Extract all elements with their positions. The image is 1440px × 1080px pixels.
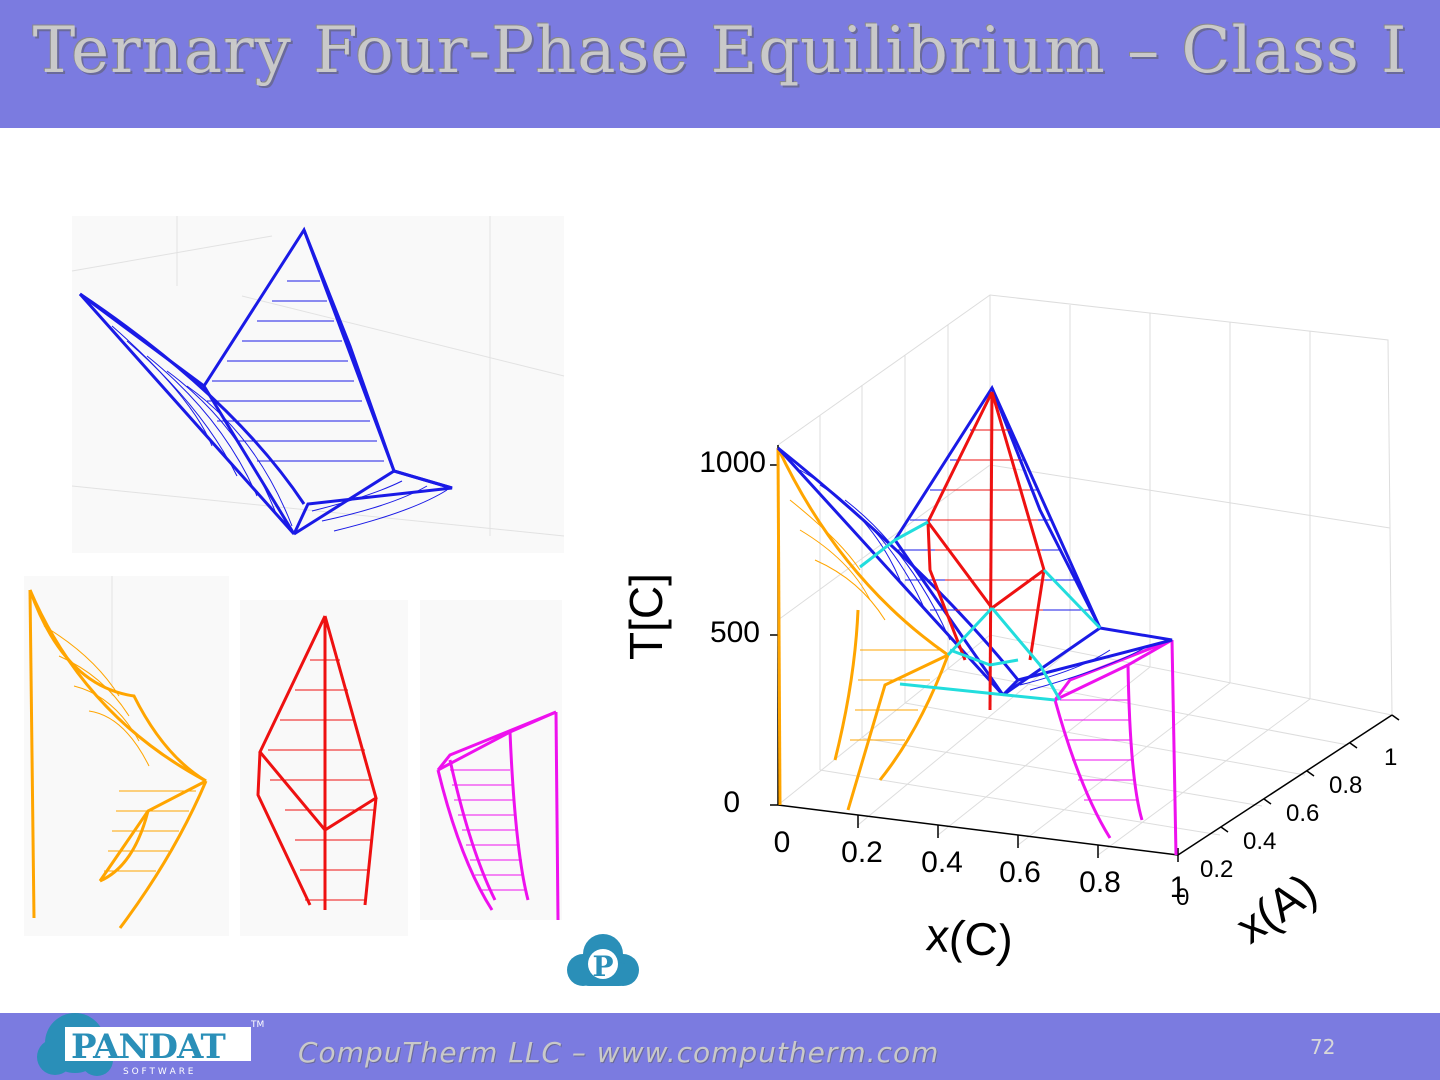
slide-title: Ternary Four-Phase Equilibrium – Class I [32, 14, 1408, 88]
z-tick-label: 0.8 [1329, 772, 1362, 799]
orange-surface-panel [24, 576, 229, 936]
x-tick-label: 0.2 [841, 836, 883, 869]
z-tick-label: 0 [1176, 884, 1189, 911]
x-tick-label: 0.4 [921, 846, 963, 879]
red-surface-drawing [256, 615, 378, 910]
x-tick-label: 0.8 [1079, 866, 1121, 899]
cyan-four-phase-lines [859, 520, 1102, 702]
x-tick-label: 1 [1170, 871, 1187, 904]
blue-surface-drawing [71, 216, 565, 537]
z-tick-label: 0.4 [1243, 828, 1276, 855]
blue-phase-edges [776, 384, 1173, 697]
x-axis-title: x(C) [924, 908, 1015, 967]
z-axis-title: x(A) [1227, 863, 1326, 953]
z-tick-label: 0.6 [1286, 800, 1319, 827]
svg-text:P: P [592, 950, 613, 983]
y-tick-label: 0 [723, 786, 740, 819]
orange-surface-drawing [28, 576, 208, 929]
magenta-phase-edges [1053, 638, 1178, 856]
magenta-surface-panel [420, 600, 562, 921]
page-number: 72 [1310, 1035, 1336, 1059]
y-axis-title: T[C] [620, 573, 672, 660]
red-phase-edges [926, 391, 1046, 711]
orange-phase-edges [776, 447, 950, 811]
slide-header [0, 0, 1440, 128]
svg-text:PANDAT: PANDAT [71, 1027, 226, 1067]
y-tick-label: 500 [710, 616, 760, 649]
red-surface-panel [240, 600, 408, 936]
plot-grid [777, 294, 1393, 856]
magenta-surface-drawing [436, 710, 560, 921]
svg-text:S O F T W A R E: S O F T W A R E [123, 1067, 194, 1077]
x-tick-label: 0 [774, 826, 791, 859]
z-tick-label: 1 [1384, 744, 1397, 771]
orange-phase-mesh [789, 499, 940, 741]
z-tick-label: 0.2 [1200, 856, 1233, 883]
footer-company-text: CompuTherm LLC – www.computherm.com [298, 1036, 940, 1069]
pandat-cloud-icon: P [567, 934, 639, 986]
magenta-phase-mesh [1060, 699, 1138, 801]
svg-text:TM: TM [250, 1020, 264, 1030]
pandat-logo: PANDAT TM S O F T W A R E [37, 1013, 264, 1077]
y-tick-label: 1000 [699, 446, 766, 479]
x-tick-label: 0.6 [999, 856, 1041, 889]
blue-surface-panel [71, 216, 565, 553]
